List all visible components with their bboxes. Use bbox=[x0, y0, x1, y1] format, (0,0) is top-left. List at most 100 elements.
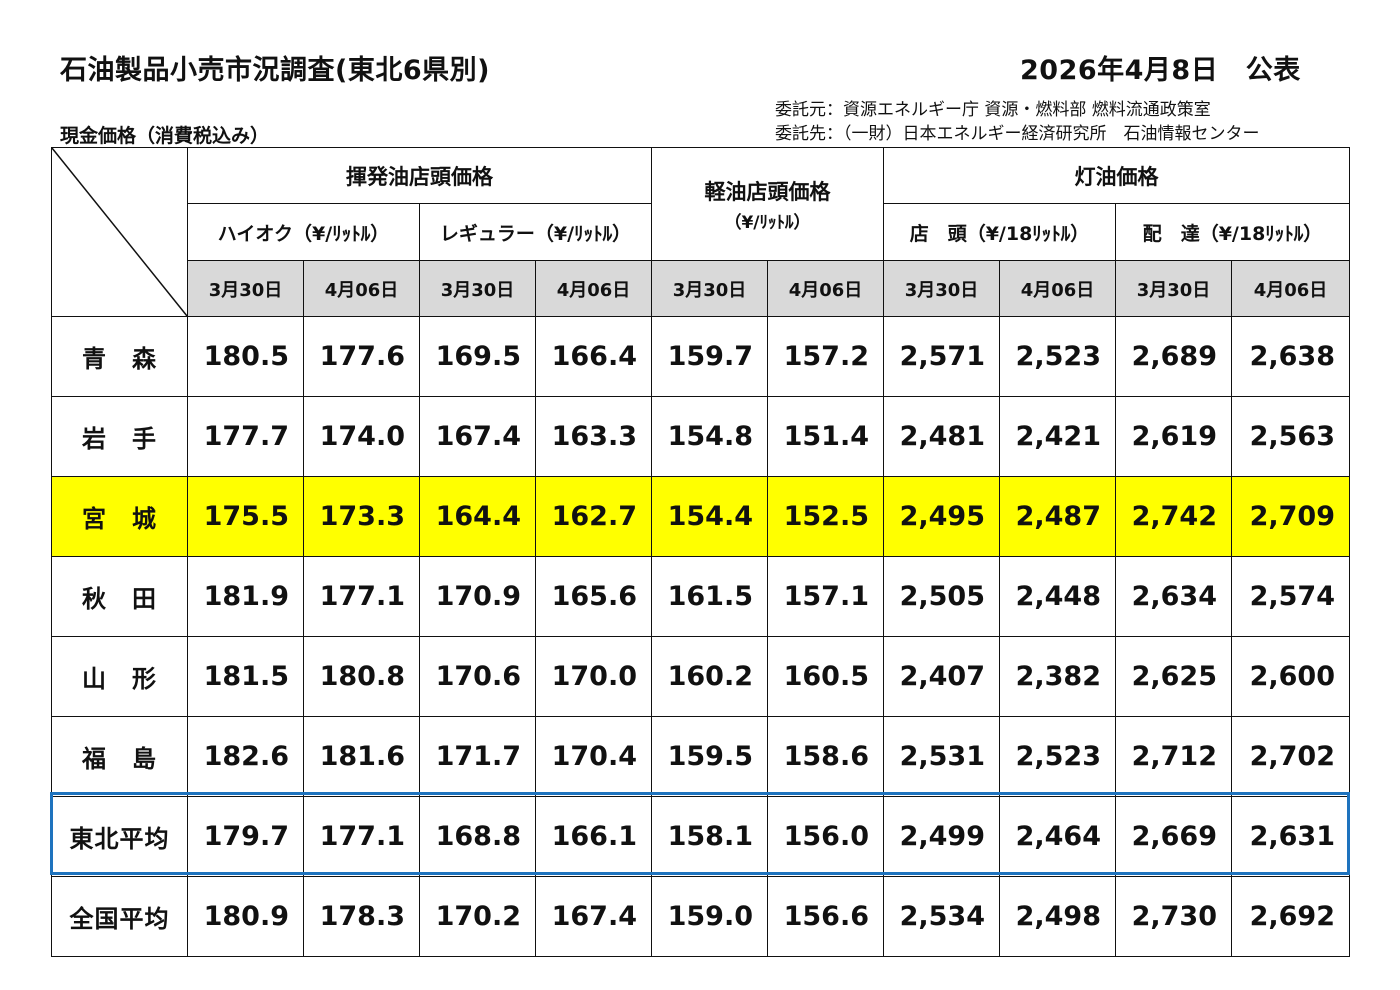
price-cell: 180.5 bbox=[187, 316, 304, 397]
date-header: 3月30日 bbox=[883, 260, 1000, 317]
price-cell: 154.4 bbox=[651, 476, 768, 557]
price-cell: 152.5 bbox=[767, 476, 884, 557]
table-row: 岩 手 177.7 174.0 167.4 163.3 154.8 151.4 … bbox=[51, 396, 1350, 477]
publish-date: 2026年4月8日 公表 bbox=[1020, 55, 1301, 86]
price-cell: 181.5 bbox=[187, 636, 304, 717]
kerosene-store-header: 店 頭（¥/18ﾘｯﾄﾙ） bbox=[883, 203, 1116, 261]
price-cell: 159.7 bbox=[651, 316, 768, 397]
corner-diagonal bbox=[52, 148, 187, 316]
prefecture-name: 岩 手 bbox=[51, 396, 188, 477]
tohoku-average-row: 東北平均 179.7 177.1 168.8 166.1 158.1 156.0… bbox=[51, 796, 1350, 877]
corner-cell bbox=[51, 147, 188, 317]
national-average-row: 全国平均 180.9 178.3 170.2 167.4 159.0 156.6… bbox=[51, 876, 1350, 957]
price-cell: 2,534 bbox=[883, 876, 1000, 957]
report-title: 石油製品小売市況調査(東北6県別) bbox=[60, 55, 490, 86]
price-cell: 171.7 bbox=[419, 716, 536, 797]
price-cell: 2,702 bbox=[1231, 716, 1350, 797]
date-header: 3月30日 bbox=[419, 260, 536, 317]
consignee-line: 委託先：（一財）日本エネルギー経済研究所 石油情報センター bbox=[775, 124, 1260, 144]
price-cell: 167.4 bbox=[419, 396, 536, 477]
price-cell: 2,638 bbox=[1231, 316, 1350, 397]
price-cell: 160.5 bbox=[767, 636, 884, 717]
price-cell: 2,742 bbox=[1115, 476, 1232, 557]
price-cell: 168.8 bbox=[419, 796, 536, 877]
price-cell: 156.0 bbox=[767, 796, 884, 877]
date-header: 4月06日 bbox=[1231, 260, 1350, 317]
premium-header: ハイオク（¥/ﾘｯﾄﾙ） bbox=[187, 203, 420, 261]
price-cell: 2,498 bbox=[999, 876, 1116, 957]
date-header: 4月06日 bbox=[535, 260, 652, 317]
prefecture-name: 東北平均 bbox=[51, 796, 188, 877]
price-cell: 2,625 bbox=[1115, 636, 1232, 717]
kerosene-header: 灯油価格 bbox=[883, 147, 1350, 204]
price-cell: 157.1 bbox=[767, 556, 884, 637]
price-cell: 151.4 bbox=[767, 396, 884, 477]
price-cell: 166.1 bbox=[535, 796, 652, 877]
regular-header: レギュラー（¥/ﾘｯﾄﾙ） bbox=[419, 203, 652, 261]
price-cell: 2,487 bbox=[999, 476, 1116, 557]
price-cell: 178.3 bbox=[303, 876, 420, 957]
price-cell: 177.7 bbox=[187, 396, 304, 477]
price-cell: 2,495 bbox=[883, 476, 1000, 557]
date-header: 4月06日 bbox=[767, 260, 884, 317]
price-cell: 2,448 bbox=[999, 556, 1116, 637]
price-cell: 2,730 bbox=[1115, 876, 1232, 957]
price-cell: 179.7 bbox=[187, 796, 304, 877]
price-cell: 2,571 bbox=[883, 316, 1000, 397]
price-cell: 2,421 bbox=[999, 396, 1116, 477]
table-row: 福 島 182.6 181.6 171.7 170.4 159.5 158.6 … bbox=[51, 716, 1350, 797]
table-row: 山 形 181.5 180.8 170.6 170.0 160.2 160.5 … bbox=[51, 636, 1350, 717]
prefecture-name: 青 森 bbox=[51, 316, 188, 397]
consignor-line: 委託元：資源エネルギー庁 資源・燃料部 燃料流通政策室 bbox=[775, 100, 1211, 120]
prefecture-name: 福 島 bbox=[51, 716, 188, 797]
price-cell: 2,631 bbox=[1231, 796, 1350, 877]
price-cell: 166.4 bbox=[535, 316, 652, 397]
price-cell: 167.4 bbox=[535, 876, 652, 957]
diesel-header: 軽油店頭価格 （¥/ﾘｯﾄﾙ） bbox=[651, 147, 884, 261]
price-cell: 158.6 bbox=[767, 716, 884, 797]
price-cell: 2,505 bbox=[883, 556, 1000, 637]
price-cell: 2,619 bbox=[1115, 396, 1232, 477]
date-header: 3月30日 bbox=[187, 260, 304, 317]
price-cell: 170.9 bbox=[419, 556, 536, 637]
price-table: 揮発油店頭価格 軽油店頭価格 （¥/ﾘｯﾄﾙ） 灯油価格 ハイオク（¥/ﾘｯﾄﾙ… bbox=[51, 147, 1350, 957]
price-cell: 2,531 bbox=[883, 716, 1000, 797]
price-cell: 170.0 bbox=[535, 636, 652, 717]
price-cell: 2,692 bbox=[1231, 876, 1350, 957]
prefecture-name: 宮 城 bbox=[51, 476, 188, 557]
price-cell: 2,523 bbox=[999, 716, 1116, 797]
price-cell: 182.6 bbox=[187, 716, 304, 797]
price-cell: 2,574 bbox=[1231, 556, 1350, 637]
price-cell: 175.5 bbox=[187, 476, 304, 557]
table-row-highlighted: 宮 城 175.5 173.3 164.4 162.7 154.4 152.5 … bbox=[51, 476, 1350, 557]
price-cell: 2,382 bbox=[999, 636, 1116, 717]
prefecture-name: 全国平均 bbox=[51, 876, 188, 957]
price-cell: 174.0 bbox=[303, 396, 420, 477]
price-cell: 163.3 bbox=[535, 396, 652, 477]
price-cell: 2,600 bbox=[1231, 636, 1350, 717]
table-row: 青 森 180.5 177.6 169.5 166.4 159.7 157.2 … bbox=[51, 316, 1350, 397]
price-cell: 169.5 bbox=[419, 316, 536, 397]
price-cell: 170.2 bbox=[419, 876, 536, 957]
date-header: 4月06日 bbox=[303, 260, 420, 317]
price-cell: 177.1 bbox=[303, 556, 420, 637]
price-cell: 2,563 bbox=[1231, 396, 1350, 477]
prefecture-name: 秋 田 bbox=[51, 556, 188, 637]
price-cell: 2,481 bbox=[883, 396, 1000, 477]
price-cell: 161.5 bbox=[651, 556, 768, 637]
date-header: 4月06日 bbox=[999, 260, 1116, 317]
credits: 委託元：資源エネルギー庁 資源・燃料部 燃料流通政策室 委託先：（一財）日本エネ… bbox=[775, 98, 1260, 146]
price-cell: 162.7 bbox=[535, 476, 652, 557]
diesel-header-label: 軽油店頭価格 bbox=[704, 179, 831, 204]
gasoline-header: 揮発油店頭価格 bbox=[187, 147, 652, 204]
prefecture-name: 山 形 bbox=[51, 636, 188, 717]
price-cell: 159.0 bbox=[651, 876, 768, 957]
price-cell: 158.1 bbox=[651, 796, 768, 877]
price-cell: 180.8 bbox=[303, 636, 420, 717]
date-header: 3月30日 bbox=[1115, 260, 1232, 317]
price-cell: 160.2 bbox=[651, 636, 768, 717]
price-cell: 181.6 bbox=[303, 716, 420, 797]
price-cell: 165.6 bbox=[535, 556, 652, 637]
price-cell: 2,523 bbox=[999, 316, 1116, 397]
table-row: 秋 田 181.9 177.1 170.9 165.6 161.5 157.1 … bbox=[51, 556, 1350, 637]
